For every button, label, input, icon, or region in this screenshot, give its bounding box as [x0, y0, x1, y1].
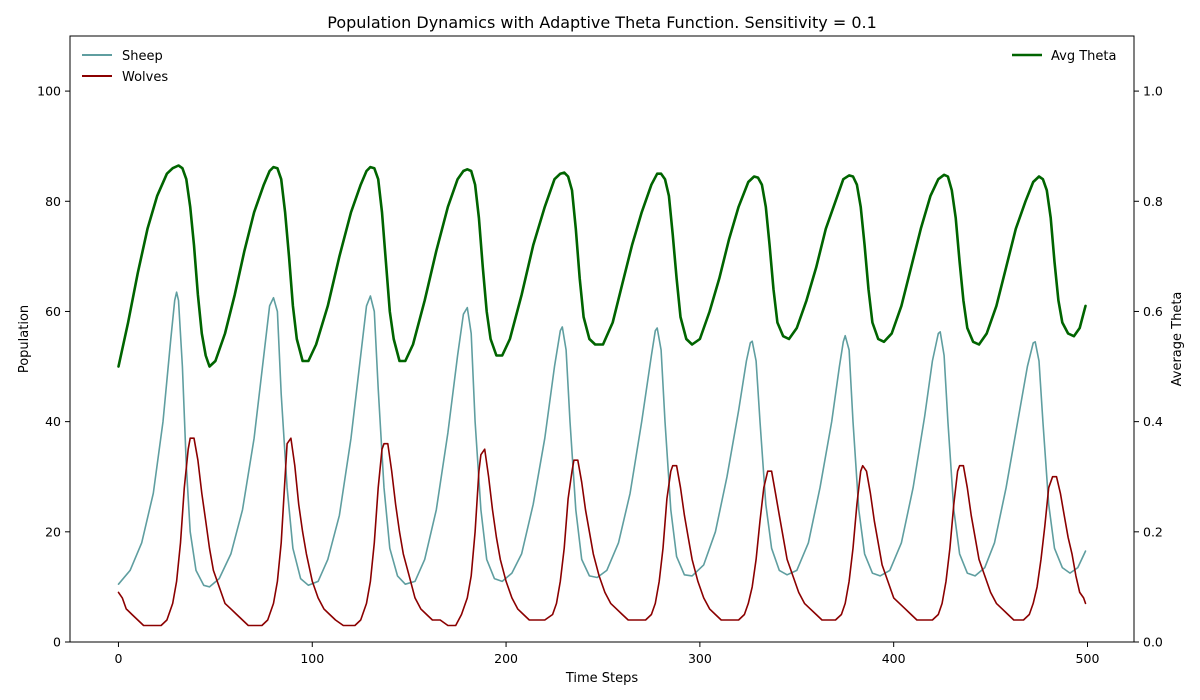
- y-axis-title: Population: [17, 305, 32, 373]
- y-tick-label: 100: [37, 84, 61, 99]
- legend-wolves-label: Wolves: [122, 70, 168, 85]
- y-tick-label: 0: [53, 635, 61, 650]
- y-axis-right: 0.0 0.2 0.4 0.6 0.8 1.0: [1134, 84, 1163, 650]
- y-tick-label: 40: [45, 414, 61, 429]
- x-axis: 0 100 200 300 400 500: [114, 642, 1099, 666]
- x-tick-label: 400: [882, 651, 906, 666]
- legend-right: Avg Theta: [1012, 49, 1116, 64]
- y-axis-left: 0 20 40 60 80 100: [37, 84, 70, 650]
- y2-tick-label: 1.0: [1143, 84, 1163, 99]
- chart-title: Population Dynamics with Adaptive Theta …: [327, 13, 877, 32]
- y2-tick-label: 0.4: [1143, 414, 1163, 429]
- y2-tick-label: 0.0: [1143, 635, 1163, 650]
- y2-tick-label: 0.6: [1143, 304, 1163, 319]
- y2-tick-label: 0.2: [1143, 524, 1163, 539]
- plot-frame: [69, 35, 1135, 643]
- series-line-avg-theta: [117, 164, 1087, 368]
- plot-area: [69, 35, 1135, 643]
- x-tick-label: 500: [1076, 651, 1100, 666]
- series-line-sheep: [117, 291, 1087, 588]
- y2-axis-title: Average Theta: [1170, 292, 1185, 387]
- y-tick-label: 80: [45, 194, 61, 209]
- legend-theta-label: Avg Theta: [1051, 49, 1116, 64]
- y-tick-label: 60: [45, 304, 61, 319]
- legend-sheep-label: Sheep: [122, 49, 163, 64]
- series-line-wolves: [117, 437, 1087, 627]
- x-axis-title: Time Steps: [565, 671, 639, 686]
- x-tick-label: 300: [688, 651, 712, 666]
- legend-left: Sheep Wolves: [82, 49, 168, 85]
- x-tick-label: 0: [114, 651, 122, 666]
- x-tick-label: 200: [494, 651, 518, 666]
- x-tick-label: 100: [300, 651, 324, 666]
- y2-tick-label: 0.8: [1143, 194, 1163, 209]
- series-layer: [117, 164, 1087, 627]
- y-tick-label: 20: [45, 524, 61, 539]
